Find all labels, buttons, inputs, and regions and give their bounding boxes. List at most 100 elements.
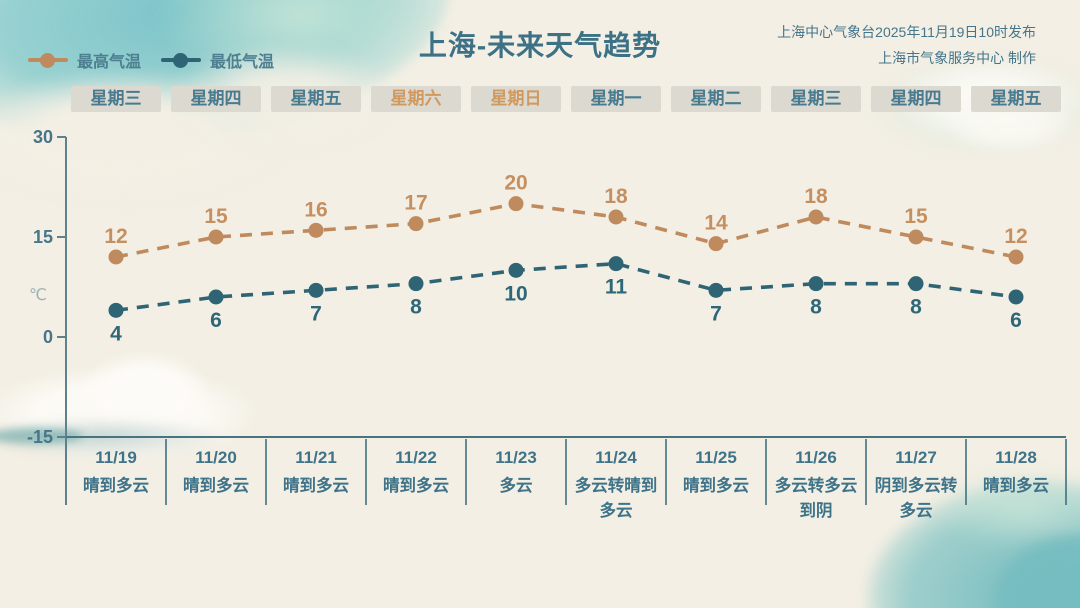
weekday-cell: 星期五 xyxy=(966,86,1066,112)
weekday-cell: 星期三 xyxy=(66,86,166,112)
publisher-line1: 上海中心气象台2025年11月19日10时发布 xyxy=(777,24,1036,40)
day-column: 11/21 晴到多云 xyxy=(266,448,366,524)
low-temp-value: 10 xyxy=(504,282,527,305)
high-temp-value: 18 xyxy=(804,185,828,208)
weekday-chip: 星期三 xyxy=(771,86,861,112)
weekday-cell: 星期二 xyxy=(666,86,766,112)
page-title: 上海-未来天气趋势 xyxy=(418,30,662,61)
day-column: 11/19 晴到多云 xyxy=(66,448,166,524)
date-label: 11/27 xyxy=(895,448,937,467)
y-tick-label: 15 xyxy=(33,227,53,247)
publisher-info: 上海中心气象台2025年11月19日10时发布 上海市气象服务中心 制作 xyxy=(777,20,1036,72)
cloud-bottomleft-2 xyxy=(80,352,210,434)
high-temp-value: 12 xyxy=(1004,225,1027,248)
low-temp-point xyxy=(308,282,324,298)
high-temp-value: 12 xyxy=(104,225,127,248)
day-column: 11/22 晴到多云 xyxy=(366,448,466,524)
low-temp-point xyxy=(908,276,924,292)
high-temp-legend-marker-icon xyxy=(28,52,68,68)
chart-legend: 最高气温 最低气温 xyxy=(28,48,274,72)
date-label: 11/19 xyxy=(95,448,137,467)
legend-label-low: 最低气温 xyxy=(210,54,275,71)
high-temp-point xyxy=(1008,249,1024,265)
weekday-chip: 星期六 xyxy=(371,86,461,112)
y-tick-label: -15 xyxy=(27,427,53,447)
low-temp-point xyxy=(608,256,624,272)
weekday-chip: 星期三 xyxy=(71,86,161,112)
low-temp-point xyxy=(708,282,724,298)
weekday-chip: 星期二 xyxy=(671,86,761,112)
low-temp-legend-marker-icon xyxy=(161,52,202,68)
date-label: 11/28 xyxy=(995,448,1037,467)
low-temp-point xyxy=(508,262,524,278)
weekday-cell: 星期四 xyxy=(866,86,966,112)
date-label: 11/20 xyxy=(195,448,237,467)
low-temp-value: 4 xyxy=(110,322,122,345)
low-temp-point xyxy=(208,289,224,305)
daily-forecast-table: 11/19 晴到多云 11/20 晴到多云 11/21 晴到多云 11/22 晴到多云 11/2… xyxy=(66,448,1066,524)
weekday-cell: 星期四 xyxy=(166,86,266,112)
high-temp-point xyxy=(508,196,524,212)
high-temp-value: 16 xyxy=(304,198,327,221)
y-axis-unit-label: ℃ xyxy=(29,287,47,304)
y-tick-label: 30 xyxy=(33,127,53,147)
high-temp-value: 18 xyxy=(604,185,628,208)
weather-text: 晴到多云 xyxy=(383,477,449,495)
weather-text: 多云转多云到阴 xyxy=(774,477,858,520)
high-temp-point xyxy=(908,229,924,245)
day-column: 11/25 晴到多云 xyxy=(666,448,766,524)
low-temp-point xyxy=(808,276,824,292)
weekday-cell: 星期一 xyxy=(566,86,666,112)
low-temp-value: 8 xyxy=(910,296,922,319)
weekday-cell: 星期六 xyxy=(366,86,466,112)
weekday-chip: 星期四 xyxy=(871,86,961,112)
low-temp-value: 7 xyxy=(310,302,322,325)
weekday-chip: 星期一 xyxy=(571,86,661,112)
high-temp-point xyxy=(608,209,624,225)
high-temp-point xyxy=(708,236,724,252)
high-temp-value: 20 xyxy=(504,172,527,195)
weekday-cell: 星期三 xyxy=(766,86,866,112)
weekday-cell: 星期日 xyxy=(466,86,566,112)
publisher-line2: 上海市气象服务中心 制作 xyxy=(878,49,1036,66)
low-temp-point xyxy=(108,302,124,318)
weather-text: 晴到多云 xyxy=(183,477,249,495)
low-temp-value: 8 xyxy=(810,296,822,319)
day-column: 11/27 阴到多云转多云 xyxy=(866,448,966,524)
date-label: 11/22 xyxy=(395,448,437,467)
weekday-header-row: 星期三 星期四 星期五 星期六 星期日 星期一 星期二 星期三 星期四 星期五 xyxy=(66,86,1066,112)
weather-text: 阴到多云转多云 xyxy=(874,477,958,520)
high-temp-line xyxy=(115,201,1017,259)
date-label: 11/21 xyxy=(295,448,337,467)
high-temp-point xyxy=(208,229,224,245)
date-label: 11/26 xyxy=(795,448,837,467)
legend-item-high: 最高气温 xyxy=(28,48,141,72)
day-column: 11/24 多云转晴到多云 xyxy=(566,448,666,524)
weather-text: 晴到多云 xyxy=(983,477,1049,495)
low-temp-line xyxy=(115,261,1017,313)
high-temp-point xyxy=(808,209,824,225)
weather-text: 晴到多云 xyxy=(283,477,349,495)
low-temp-value: 6 xyxy=(210,309,222,332)
watercolor-corner-bottomright xyxy=(995,535,1080,608)
date-label: 11/25 xyxy=(695,448,737,467)
date-label: 11/24 xyxy=(595,448,637,467)
high-temp-value: 15 xyxy=(204,205,228,228)
day-column: 11/23 多云 xyxy=(466,448,566,524)
weather-text: 晴到多云 xyxy=(83,477,149,495)
date-label: 11/23 xyxy=(495,448,537,467)
weekday-chip: 星期四 xyxy=(171,86,261,112)
low-temp-point xyxy=(408,276,424,292)
low-temp-value: 6 xyxy=(1010,309,1022,332)
weekday-chip: 星期五 xyxy=(971,86,1061,112)
high-temp-legend-dot-icon xyxy=(40,52,55,68)
high-temp-value: 17 xyxy=(404,192,427,215)
high-temp-point xyxy=(408,216,424,232)
low-temp-legend-dot-icon xyxy=(173,52,189,68)
low-temp-value: 11 xyxy=(605,276,628,299)
weather-text: 晴到多云 xyxy=(683,477,749,495)
low-temp-value: 7 xyxy=(710,302,722,325)
legend-item-low: 最低气温 xyxy=(161,48,274,72)
weather-text: 多云 xyxy=(499,477,533,495)
